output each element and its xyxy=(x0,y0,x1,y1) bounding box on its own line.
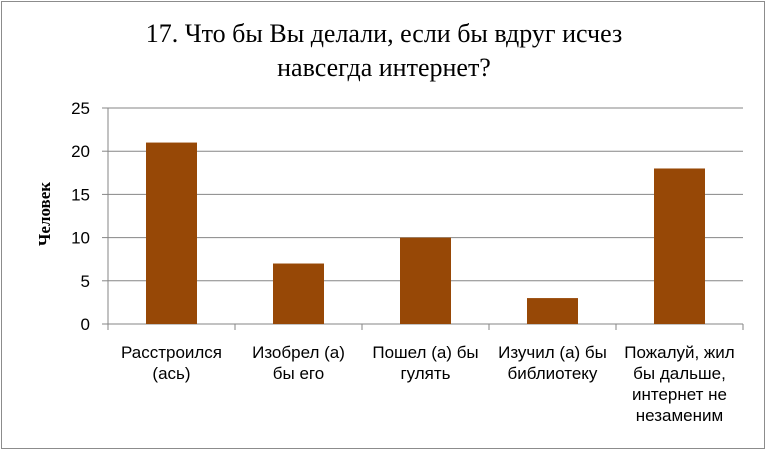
category-label-line: незаменим xyxy=(636,406,723,425)
category-label-line: (ась) xyxy=(152,364,190,383)
category-label-line: гулять xyxy=(400,364,450,383)
category-label-line: Изучил (а) бы xyxy=(498,343,607,362)
y-tick-label: 5 xyxy=(81,272,90,291)
category-label-line: бы дальше, xyxy=(633,364,726,383)
category-label: Пошел (а) бы гулять xyxy=(372,343,478,383)
category-label-line: бы его xyxy=(273,364,324,383)
bar xyxy=(527,298,578,324)
y-tick-label: 0 xyxy=(81,315,90,334)
y-tick-label: 25 xyxy=(71,99,90,118)
y-tick-label: 10 xyxy=(71,229,90,248)
category-label: Пожалуй, жил бы дальше, интернет не незамен… xyxy=(624,343,734,425)
category-label-line: библиотеку xyxy=(508,364,598,383)
bar xyxy=(146,142,197,324)
bar xyxy=(400,237,451,324)
category-label: Расстроился (ась) xyxy=(121,343,222,383)
y-axis-label: Человек xyxy=(35,182,54,246)
category-label-line: Пожалуй, жил xyxy=(624,343,734,362)
bar xyxy=(654,168,705,324)
category-label-line: интернет не xyxy=(632,385,727,404)
chart-title-line: 17. Что бы Вы делали, если бы вдруг исче… xyxy=(145,19,623,48)
chart-title: 17. Что бы Вы делали, если бы вдруг исче… xyxy=(0,17,768,85)
y-tick-label: 20 xyxy=(71,142,90,161)
category-label: Изучил (а) бы библиотеку xyxy=(498,343,607,383)
category-label: Изобрел (а) бы его xyxy=(252,343,345,383)
category-label-line: Пошел (а) бы xyxy=(372,343,478,362)
chart-title-line: навсегда интернет? xyxy=(277,53,491,82)
category-label-line: Расстроился xyxy=(121,343,222,362)
category-label-line: Изобрел (а) xyxy=(252,343,345,362)
y-tick-label: 15 xyxy=(71,185,90,204)
bar xyxy=(273,263,324,324)
